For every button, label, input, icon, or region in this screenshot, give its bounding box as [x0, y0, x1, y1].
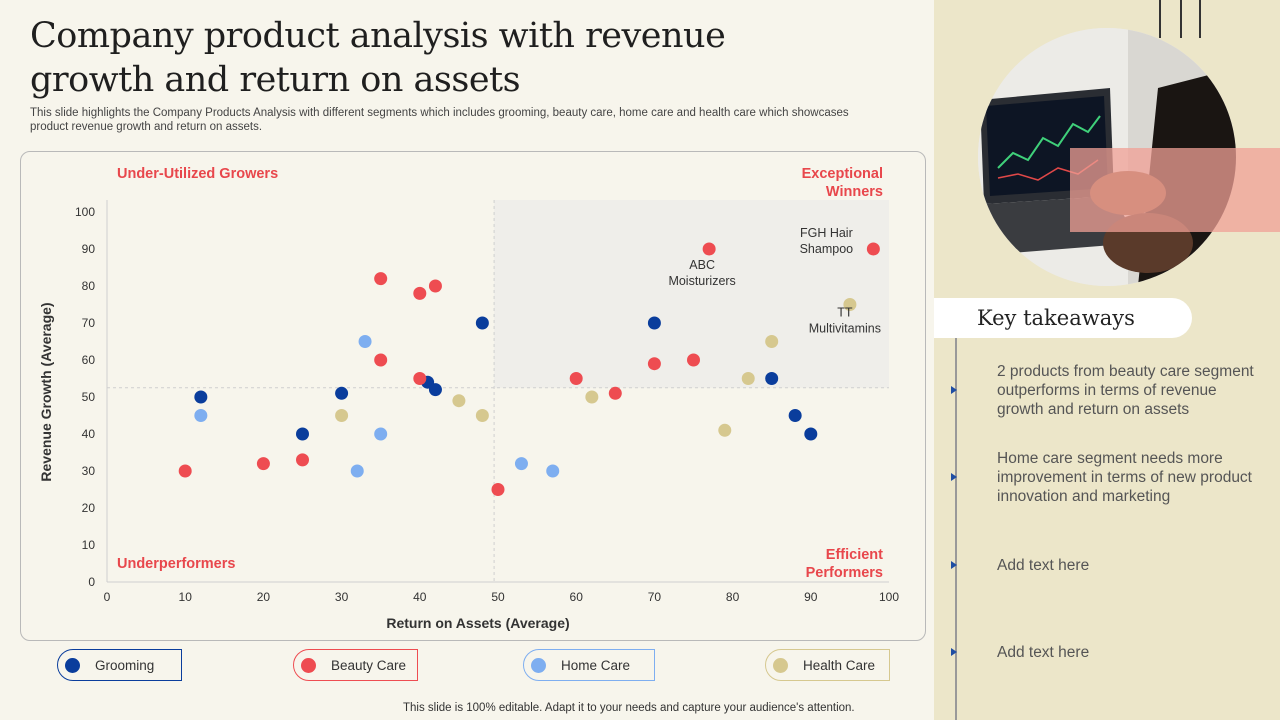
legend-item-home-care[interactable]: Home Care — [523, 649, 655, 681]
point-beauty-care — [702, 242, 716, 256]
legend-item-health-care[interactable]: Health Care — [765, 649, 890, 681]
key-takeaways-heading: Key takeaways — [934, 298, 1192, 338]
scatter-chart: 0 10 20 30 40 50 60 70 80 90 100 0 10 20 30 40 50 60 70 80 9… — [38, 200, 899, 631]
point-home-care — [546, 464, 560, 478]
y-tick-label: 50 — [82, 390, 96, 404]
quadrant-label-top-left: Under-Utilized Growers — [117, 166, 279, 182]
point-beauty-care — [491, 483, 505, 496]
y-tick-label: 0 — [88, 575, 95, 589]
point-beauty-care — [413, 286, 427, 300]
point-health-care — [741, 372, 755, 385]
point-grooming — [335, 386, 349, 400]
takeaway-item-3: Add text here — [997, 557, 1090, 574]
x-tick-label: 40 — [413, 590, 427, 604]
y-tick-label: 90 — [82, 242, 96, 256]
takeaway-item-4: Add text here — [997, 644, 1090, 661]
takeaway-item-1: 2 products from beauty care segment outp… — [997, 363, 1254, 418]
x-tick-label: 0 — [104, 590, 111, 604]
x-tick-label: 100 — [879, 590, 899, 604]
point-health-care — [452, 394, 466, 408]
point-beauty-care — [687, 353, 700, 367]
point-annotation: FGH Hair Shampoo — [800, 226, 854, 256]
bullet-arrow-icon — [951, 473, 957, 481]
point-grooming — [475, 316, 489, 330]
x-tick-label: 70 — [648, 590, 662, 604]
x-tick-label: 60 — [570, 590, 584, 604]
point-health-care — [718, 423, 732, 437]
point-beauty-care — [866, 242, 880, 256]
point-annotation: ABC Moisturizers — [668, 258, 735, 288]
point-beauty-care — [178, 464, 192, 478]
quadrant-label-top-right: Exceptional Winners — [801, 166, 883, 200]
point-beauty-care — [647, 357, 661, 371]
point-grooming — [296, 427, 309, 441]
point-beauty-care — [256, 457, 270, 471]
legend-item-beauty-care[interactable]: Beauty Care — [293, 649, 418, 681]
point-beauty-care — [374, 353, 388, 367]
x-tick-label: 90 — [804, 590, 818, 604]
x-tick-label: 50 — [491, 590, 505, 604]
point-beauty-care — [296, 453, 309, 467]
x-tick-label: 10 — [179, 590, 193, 604]
y-tick-label: 70 — [82, 316, 96, 330]
y-tick-label: 100 — [75, 205, 95, 219]
y-tick-label: 20 — [82, 501, 96, 515]
point-home-care — [514, 457, 528, 471]
point-beauty-care — [413, 372, 427, 385]
x-tick-label: 80 — [726, 590, 740, 604]
point-grooming — [428, 383, 442, 397]
point-health-care — [335, 409, 349, 422]
point-home-care — [374, 427, 388, 441]
bullet-arrow-icon — [951, 648, 957, 656]
slide-subtitle: This slide highlights the Company Produc… — [30, 107, 849, 133]
point-beauty-care — [608, 386, 622, 400]
point-grooming — [804, 427, 818, 441]
point-health-care — [765, 335, 779, 348]
y-tick-label: 10 — [82, 538, 96, 552]
point-home-care — [194, 409, 208, 422]
point-grooming — [647, 316, 661, 330]
y-tick-label: 60 — [82, 353, 96, 367]
legend-label-grooming: Grooming — [95, 657, 155, 673]
point-home-care — [358, 335, 372, 348]
point-annotation: TT Multivitamins — [809, 306, 881, 336]
point-grooming — [194, 390, 208, 404]
point-grooming — [765, 372, 779, 385]
point-health-care — [585, 390, 599, 404]
x-tick-label: 20 — [257, 590, 271, 604]
decor-line — [1199, 0, 1201, 38]
y-tick-label: 30 — [82, 464, 96, 478]
point-health-care — [843, 298, 857, 311]
x-axis-title: Return on Assets (Average) — [386, 615, 569, 631]
legend-marker-beauty-care — [301, 657, 316, 673]
legend-marker-health-care — [773, 657, 788, 673]
point-home-care — [350, 464, 364, 478]
point-beauty-care — [374, 272, 388, 286]
takeaway-item-2: Home care segment needs more improvement… — [997, 450, 1252, 505]
point-beauty-care — [569, 372, 583, 385]
takeaways-timeline — [955, 338, 957, 720]
y-tick-label: 40 — [82, 427, 96, 441]
decor-line — [1180, 0, 1182, 38]
point-health-care — [475, 409, 489, 422]
point-beauty-care — [428, 279, 442, 293]
legend-marker-home-care — [531, 657, 546, 673]
quadrant-label-bottom-right: Efficient Performers — [805, 547, 883, 581]
legend-marker-grooming — [65, 657, 80, 673]
slide-title: Company product analysis with revenue gr… — [30, 16, 726, 100]
slide-footer-note: This slide is 100% editable. Adapt it to… — [403, 702, 855, 714]
bullet-arrow-icon — [951, 561, 957, 569]
decor-accent-band — [1070, 148, 1280, 232]
x-tick-label: 30 — [335, 590, 349, 604]
legend-item-grooming[interactable]: Grooming — [57, 649, 182, 681]
decor-line — [1159, 0, 1161, 38]
legend-label-health-care: Health Care — [803, 657, 876, 673]
bullet-arrow-icon — [951, 386, 957, 394]
legend-label-beauty-care: Beauty Care — [331, 657, 407, 673]
point-grooming — [788, 409, 802, 422]
quadrant-label-bottom-left: Underperformers — [117, 556, 236, 572]
y-tick-label: 80 — [82, 279, 96, 293]
legend-label-home-care: Home Care — [561, 657, 631, 673]
y-axis-title: Revenue Growth (Average) — [38, 302, 54, 481]
